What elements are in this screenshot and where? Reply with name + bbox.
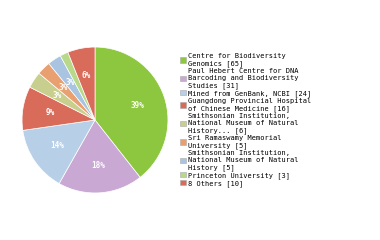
Wedge shape xyxy=(30,73,95,120)
Text: 39%: 39% xyxy=(131,101,145,110)
Text: 3%: 3% xyxy=(52,91,62,100)
Text: 9%: 9% xyxy=(46,108,55,117)
Text: 18%: 18% xyxy=(92,161,105,170)
Text: 14%: 14% xyxy=(51,141,65,150)
Text: 6%: 6% xyxy=(82,71,91,80)
Legend: Centre for Biodiversity
Genomics [65], Paul Hebert Centre for DNA
Barcoding and : Centre for Biodiversity Genomics [65], P… xyxy=(180,53,312,187)
Wedge shape xyxy=(68,47,95,120)
Wedge shape xyxy=(59,120,140,193)
Wedge shape xyxy=(95,47,168,177)
Wedge shape xyxy=(60,52,95,120)
Wedge shape xyxy=(22,87,95,130)
Text: 3%: 3% xyxy=(59,83,68,92)
Wedge shape xyxy=(39,64,95,120)
Text: 3%: 3% xyxy=(65,78,74,87)
Wedge shape xyxy=(23,120,95,184)
Wedge shape xyxy=(49,56,95,120)
